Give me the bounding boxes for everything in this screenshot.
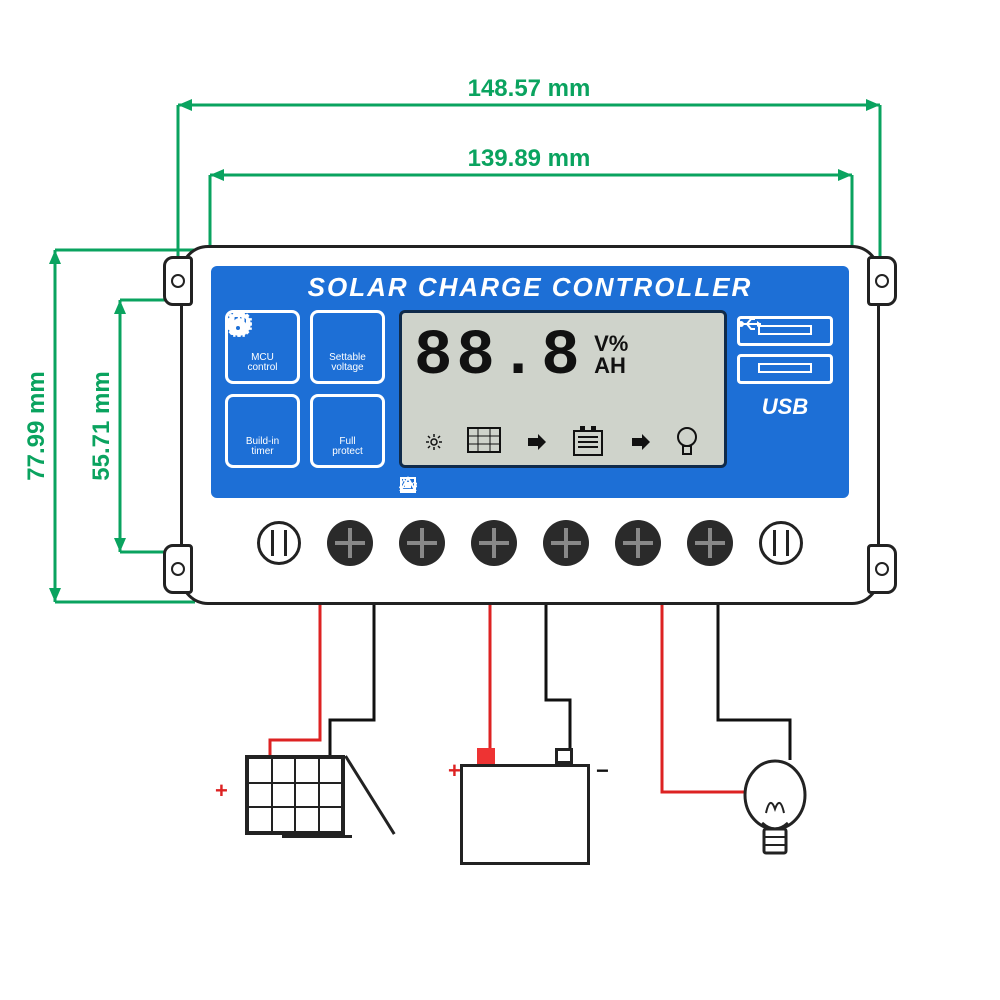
- mount-tab: [867, 256, 897, 306]
- panel-icon: [466, 426, 502, 458]
- battery-icon: [460, 785, 590, 865]
- feature-grid: MCUcontrol Settablevoltage Build-intimer: [225, 310, 385, 468]
- dim-outer-height: 77.99 mm: [23, 371, 50, 480]
- minus-label: −: [596, 758, 609, 784]
- feature-label: MCUcontrol: [247, 353, 277, 374]
- feature-timer: Build-intimer: [225, 394, 300, 468]
- lcd-flow-icons: [414, 425, 712, 459]
- terminal: [687, 520, 733, 566]
- bulb-icon: [674, 426, 700, 458]
- terminal: [471, 520, 517, 566]
- sun-icon: [426, 434, 442, 450]
- feature-label: Fullprotect: [332, 437, 363, 458]
- mode-button-icon: /: [399, 476, 417, 494]
- terminal: [327, 520, 373, 566]
- dim-outer-width: 148.57 mm: [468, 75, 591, 102]
- screw-cap: [759, 521, 803, 565]
- feature-label: Settablevoltage: [329, 353, 366, 374]
- arrow-icon: [526, 434, 546, 450]
- diagram-stage: 148.57 mm 139.89 mm 77.99 mm 55.71 mm: [0, 0, 1000, 1000]
- panel-base: [282, 835, 352, 838]
- arrow-icon: [630, 434, 650, 450]
- mount-tab: [163, 544, 193, 594]
- dim-inner-width: 139.89 mm: [468, 145, 591, 172]
- mount-tab: [163, 256, 193, 306]
- lcd-digits: 88.8: [414, 321, 584, 393]
- usb-area: USB: [737, 316, 833, 420]
- bulb-icon: [740, 755, 810, 855]
- feature-voltage: Settablevoltage: [310, 310, 385, 384]
- clock-icon: [248, 405, 278, 435]
- usb-port: [737, 354, 833, 384]
- solar-panel-icon: [245, 755, 345, 835]
- lcd-units: V% AH: [594, 333, 628, 377]
- terminal: [543, 520, 589, 566]
- panel-title: SOLAR CHARGE CONTROLLER: [211, 272, 849, 303]
- feature-protect: Fullprotect: [310, 394, 385, 468]
- usb-icon: [737, 316, 763, 332]
- feature-label: Build-intimer: [246, 437, 279, 458]
- usb-label: USB: [737, 394, 833, 420]
- battery-icon: [570, 425, 606, 459]
- controller-device: SOLAR CHARGE CONTROLLER MCUcontrol Setta…: [180, 245, 880, 605]
- terminal: [615, 520, 661, 566]
- blue-label-panel: SOLAR CHARGE CONTROLLER MCUcontrol Setta…: [211, 266, 849, 498]
- plus-label: +: [448, 758, 461, 784]
- terminal: [399, 520, 445, 566]
- lcd-screen: 88.8 V% AH: [399, 310, 727, 468]
- lock-icon: [333, 405, 363, 435]
- mount-tab: [867, 544, 897, 594]
- gear-icon: [333, 321, 363, 351]
- screw-cap: [257, 521, 301, 565]
- plus-label: +: [215, 778, 228, 804]
- dim-inner-height: 55.71 mm: [88, 371, 115, 480]
- terminal-strip: [243, 508, 817, 578]
